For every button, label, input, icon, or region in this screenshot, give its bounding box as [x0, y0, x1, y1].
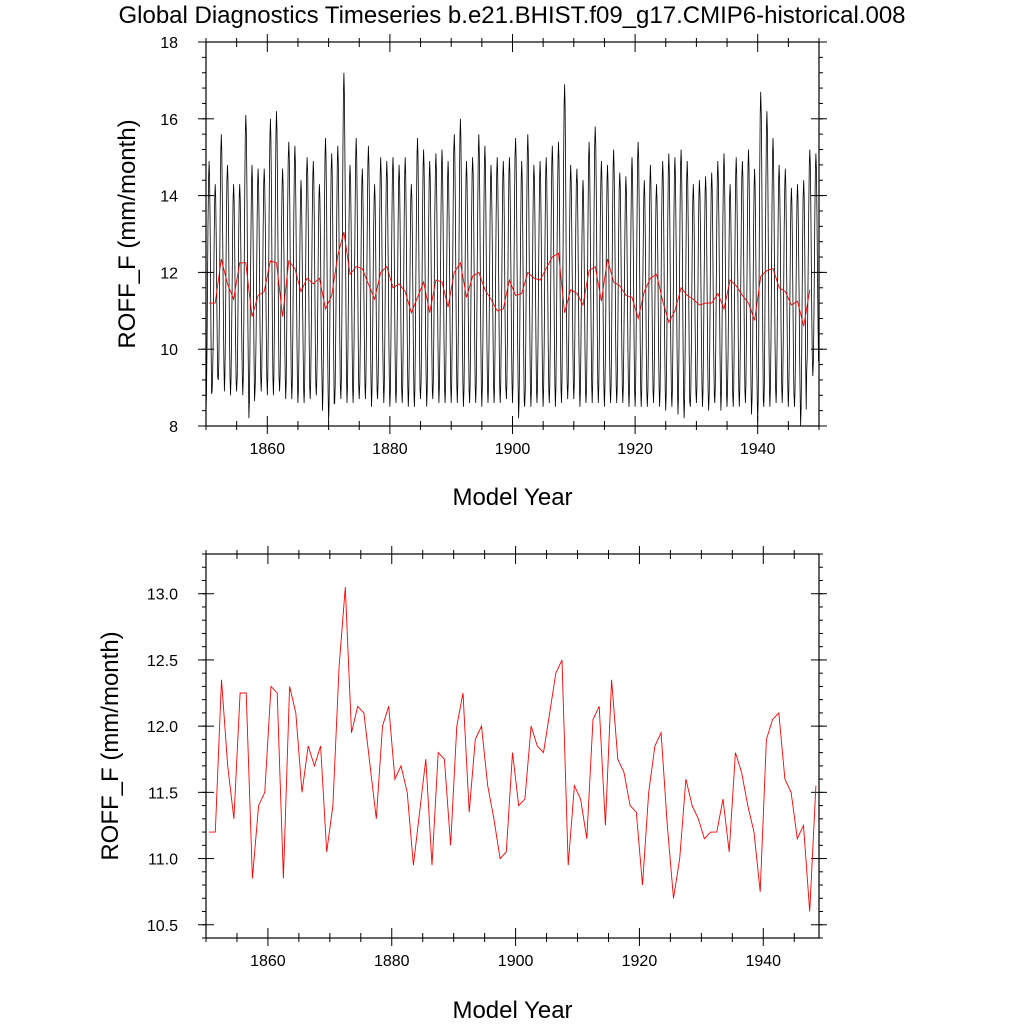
y-tick-label: 14 [160, 189, 178, 206]
y-tick-label: 11.5 [148, 785, 178, 802]
y-tick-label: 10.5 [147, 918, 178, 935]
x-tick-label: 1900 [495, 441, 531, 458]
top-panel-timeseries: 1860 1880 1900 1920 1940 8 10 12 14 16 18 Model Yea… [114, 34, 827, 511]
x-tick-label: 1940 [740, 441, 776, 458]
plot-frame [205, 41, 820, 427]
y-tick-label: 10 [160, 342, 178, 359]
y-tick-label: 13.0 [147, 587, 178, 604]
y-axis-title: ROFF_F (mm/month) [114, 119, 141, 348]
x-axis-title: Model Year [452, 484, 572, 511]
page-title: Global Diagnostics Timeseries b.e21.BHIS… [118, 2, 906, 29]
y-tick-label: 8 [169, 419, 178, 436]
y-tick-label: 12.0 [147, 719, 178, 736]
annual-mean-series-line [209, 587, 817, 912]
x-tick-label: 1880 [374, 953, 410, 970]
y-tick-label: 12 [160, 265, 178, 282]
annual-mean-series-line [209, 231, 811, 327]
x-tick-label: 1920 [622, 953, 658, 970]
x-tick-label: 1940 [745, 953, 781, 970]
x-tick-label: 1880 [372, 441, 408, 458]
monthly-series-line [206, 72, 819, 426]
y-tick-label: 18 [160, 35, 178, 52]
x-tick-label: 1900 [498, 953, 534, 970]
x-axis-title: Model Year [452, 997, 572, 1024]
plot-frame [205, 553, 820, 939]
x-tick-label: 1860 [250, 441, 286, 458]
x-tick-label: 1860 [250, 953, 286, 970]
x-tick-label: 1920 [617, 441, 653, 458]
y-tick-label: 16 [160, 112, 178, 129]
y-tick-label: 12.5 [147, 653, 178, 670]
y-tick-label: 11.0 [148, 852, 178, 869]
bottom-panel-annual-mean: 1860 1880 1900 1920 1940 10.5 11.0 11.5 12.0 12.5… [97, 546, 827, 1024]
y-axis-title: ROFF_F (mm/month) [97, 631, 124, 860]
